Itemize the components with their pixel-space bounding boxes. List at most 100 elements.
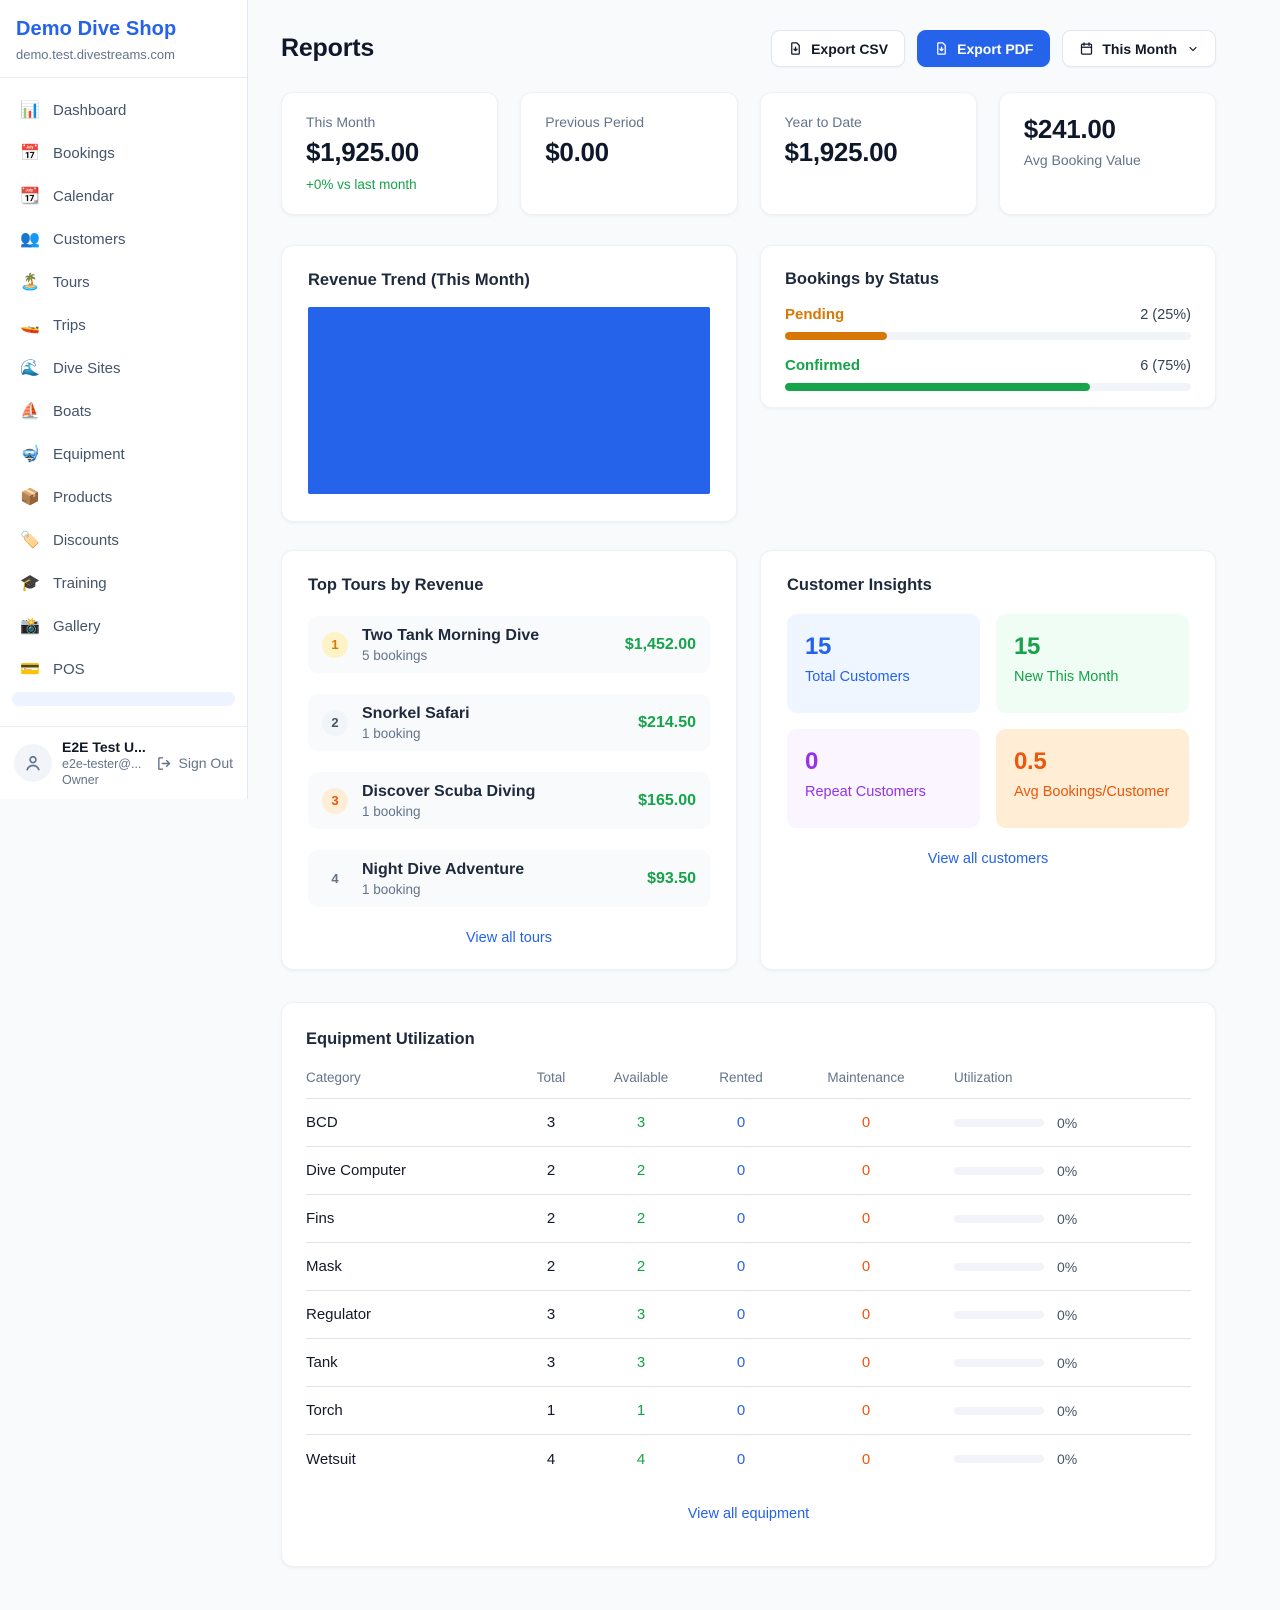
tour-revenue: $93.50 — [647, 869, 696, 887]
chevron-down-icon — [1189, 46, 1197, 51]
sidebar-item-equipment[interactable]: 🤿 Equipment — [10, 434, 237, 474]
cell-utilization: 0% — [1057, 1354, 1078, 1371]
sidebar-item-pos[interactable]: 💳 POS — [10, 649, 237, 689]
sidebar-item-bookings[interactable]: 📅 Bookings — [10, 133, 237, 173]
insight-tile-avg-bookings: 0.5 Avg Bookings/Customer — [996, 729, 1189, 828]
export-pdf-button[interactable]: Export PDF — [917, 30, 1051, 67]
cell-available: 1 — [636, 1402, 646, 1419]
cell-maintenance: 0 — [861, 1450, 871, 1468]
table-row: Tank 3 3 0 0 0% — [306, 1339, 1191, 1387]
sign-out-button[interactable]: Sign Out — [156, 755, 233, 772]
tour-item: 2 Snorkel Safari 1 booking $214.50 — [308, 694, 710, 751]
cell-utilization: 0% — [1057, 1402, 1078, 1419]
status-label-confirmed: Confirmed — [785, 357, 860, 374]
period-dropdown[interactable]: This Month — [1062, 30, 1216, 67]
rank-badge: 3 — [322, 787, 348, 814]
shop-domain: demo.test.divestreams.com — [16, 47, 175, 62]
cell-maintenance: 0 — [861, 1162, 871, 1179]
cell-total: 2 — [546, 1210, 556, 1227]
tour-item: 1 Two Tank Morning Dive 5 bookings $1,45… — [308, 616, 710, 673]
tour-name: Snorkel Safari — [362, 704, 470, 722]
sidebar-item-label: Bookings — [53, 144, 115, 162]
status-label-pending: Pending — [785, 306, 845, 323]
cell-total: 3 — [546, 1306, 556, 1323]
cell-maintenance: 0 — [861, 1258, 871, 1275]
col-header-maintenance: Maintenance — [827, 1070, 905, 1085]
tear-off-calendar-icon: 📆 — [20, 188, 40, 205]
file-download-icon — [791, 42, 800, 55]
stat-card-previous-period: Previous Period $0.00 — [520, 92, 738, 215]
cell-available: 3 — [636, 1354, 646, 1371]
sidebar-item-label: Customers — [53, 230, 126, 248]
status-row-pending: Pending 2 (25%) — [785, 306, 1191, 323]
cell-maintenance: 0 — [861, 1114, 871, 1131]
insight-grid: 15 Total Customers 15 New This Month 0 R… — [787, 614, 1189, 828]
sidebar-item-reports-active-partial[interactable] — [12, 692, 235, 706]
bookings-by-status-title: Bookings by Status — [785, 270, 940, 288]
utilization-bar — [954, 1310, 1044, 1319]
cell-category: Regulator — [306, 1306, 372, 1323]
sidebar-item-tours[interactable]: 🏝️ Tours — [10, 262, 237, 302]
status-bar-track-confirmed — [785, 383, 1191, 391]
sidebar-item-label: Calendar — [53, 187, 114, 205]
page-header: Reports Export CSV Export PDF This Month — [281, 30, 1216, 67]
cell-utilization: 0% — [1057, 1162, 1078, 1179]
speedboat-icon: 🚤 — [20, 317, 40, 334]
tour-name: Discover Scuba Diving — [362, 782, 536, 800]
sidebar-user-footer: E2E Test U... e2e-tester@... Owner Sign … — [0, 726, 247, 799]
cell-category: Torch — [306, 1402, 343, 1419]
sidebar-item-gallery[interactable]: 📸 Gallery — [10, 606, 237, 646]
sidebar-item-discounts[interactable]: 🏷️ Discounts — [10, 520, 237, 560]
cell-category: Fins — [306, 1210, 335, 1227]
view-all-equipment-link[interactable]: View all equipment — [687, 1506, 810, 1522]
island-icon: 🏝️ — [20, 274, 40, 291]
sidebar-item-dashboard[interactable]: 📊 Dashboard — [10, 90, 237, 130]
cell-total: 1 — [546, 1402, 556, 1419]
export-csv-button[interactable]: Export CSV — [771, 30, 906, 67]
table-row: Regulator 3 3 0 0 0% — [306, 1291, 1191, 1339]
insight-label: New This Month — [1014, 669, 1119, 685]
cell-total: 4 — [546, 1450, 556, 1468]
status-bar-track-pending — [785, 332, 1191, 340]
calendar-date-icon: 📅 — [20, 145, 40, 162]
cell-category: Mask — [306, 1258, 342, 1275]
insight-value: 0.5 — [1014, 748, 1047, 775]
sidebar-item-training[interactable]: 🎓 Training — [10, 563, 237, 603]
customer-insights-card: Customer Insights 15 Total Customers 15 … — [760, 550, 1216, 970]
sidebar-item-dive-sites[interactable]: 🌊 Dive Sites — [10, 348, 237, 388]
sidebar-item-label: Products — [53, 488, 113, 506]
utilization-bar — [954, 1358, 1044, 1367]
user-meta: E2E Test U... e2e-tester@... Owner — [62, 739, 146, 787]
cell-utilization: 0% — [1057, 1258, 1078, 1275]
equipment-utilization-card: Equipment Utilization Category Total Ava… — [281, 1002, 1216, 1567]
insight-label: Repeat Customers — [805, 784, 926, 800]
status-count-pending: 2 (25%) — [1140, 306, 1191, 323]
sidebar-item-boats[interactable]: ⛵ Boats — [10, 391, 237, 431]
col-header-utilization: Utilization — [954, 1070, 1013, 1085]
tour-bookings: 1 booking — [362, 725, 421, 741]
table-row: Mask 2 2 0 0 0% — [306, 1243, 1191, 1291]
sidebar-item-label: Boats — [53, 402, 92, 420]
sidebar-item-calendar[interactable]: 📆 Calendar — [10, 176, 237, 216]
cell-available: 2 — [636, 1162, 646, 1179]
sidebar-header: Demo Dive Shop demo.test.divestreams.com — [0, 0, 247, 78]
insight-label: Total Customers — [805, 669, 910, 685]
cell-maintenance: 0 — [861, 1402, 871, 1419]
equipment-table-header: Category Total Available Rented Maintena… — [306, 1070, 1191, 1099]
tour-item: 3 Discover Scuba Diving 1 booking $165.0… — [308, 772, 710, 829]
view-all-customers-link[interactable]: View all customers — [927, 851, 1049, 867]
sidebar-item-products[interactable]: 📦 Products — [10, 477, 237, 517]
sidebar-item-trips[interactable]: 🚤 Trips — [10, 305, 237, 345]
sidebar-item-label: Dive Sites — [53, 359, 121, 377]
view-all-tours-link[interactable]: View all tours — [466, 930, 552, 946]
sidebar-item-customers[interactable]: 👥 Customers — [10, 219, 237, 259]
revenue-trend-title: Revenue Trend (This Month) — [308, 271, 530, 289]
utilization-bar — [954, 1262, 1044, 1271]
cell-total: 2 — [546, 1258, 556, 1275]
tour-bookings: 1 booking — [362, 803, 421, 819]
cell-utilization: 0% — [1057, 1114, 1078, 1131]
revenue-trend-bar — [308, 307, 710, 494]
cell-maintenance: 0 — [861, 1210, 871, 1227]
stat-label: Previous Period — [545, 114, 645, 130]
bookings-by-status-card: Bookings by Status Pending 2 (25%) Confi… — [760, 245, 1216, 408]
